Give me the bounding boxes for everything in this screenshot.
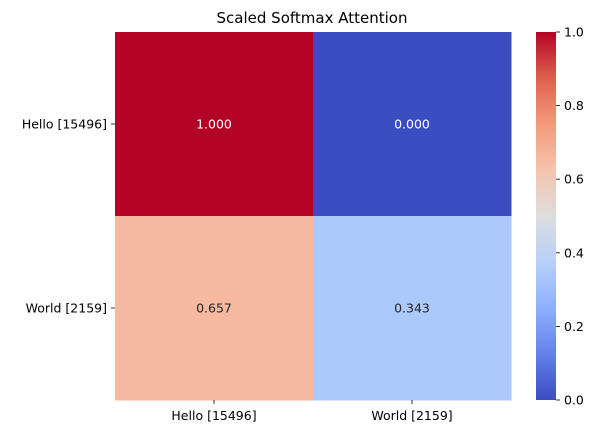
colorbar-tick-label-4: 0.8: [564, 98, 584, 113]
colorbar-tick-label-5: 1.0: [564, 25, 584, 40]
colorbar-tick-label-1: 0.2: [564, 319, 584, 334]
x-tick-label-1: World [2159]: [371, 408, 452, 423]
colorbar: 0.0 0.2 0.4 0.6 0.8 1.0: [536, 25, 584, 408]
heatmap-cell-label-r0-c1: 0.000: [394, 117, 430, 132]
y-tick-label-0: Hello [15496]: [22, 117, 107, 132]
colorbar-gradient: [536, 32, 556, 400]
heatmap-cells: 1.000 0.000 0.657 0.343: [115, 32, 512, 401]
x-axis: Hello [15496] World [2159]: [171, 400, 452, 423]
heatmap-cell-label-r0-c0: 1.000: [196, 117, 232, 132]
colorbar-tick-label-2: 0.4: [564, 245, 584, 260]
x-tick-label-0: Hello [15496]: [171, 408, 256, 423]
y-tick-label-1: World [2159]: [26, 301, 107, 316]
y-axis: Hello [15496] World [2159]: [22, 117, 115, 316]
colorbar-tick-label-3: 0.6: [564, 172, 584, 187]
chart-title: Scaled Softmax Attention: [217, 9, 408, 27]
heatmap-cell-label-r1-c1: 0.343: [394, 301, 430, 316]
colorbar-tick-label-0: 0.0: [564, 393, 584, 408]
heatmap-cell-label-r1-c0: 0.657: [196, 301, 232, 316]
